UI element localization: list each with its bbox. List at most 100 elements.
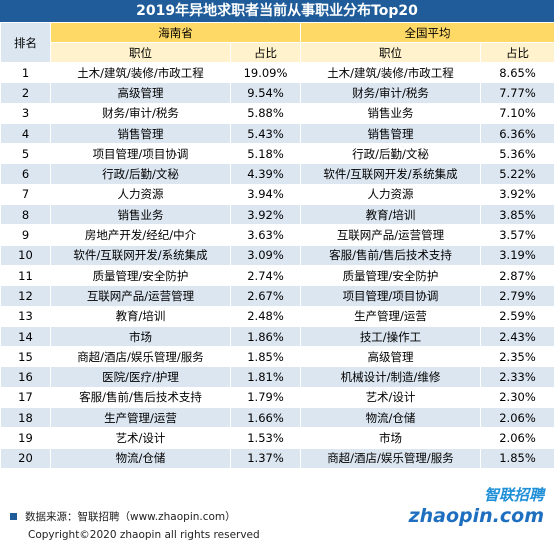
- rank: 17: [0, 386, 51, 409]
- job: 人力资源: [50, 183, 231, 206]
- column-header: 职位: [300, 42, 481, 63]
- row: 2 高级管理 9.54% 财务/审计/税务 7.77%: [0, 82, 554, 104]
- job: 艺术/设计: [300, 386, 481, 409]
- share: 1.85%: [230, 346, 301, 368]
- row: 8 销售业务 3.92% 教育/培训 3.85%: [0, 204, 554, 226]
- rank: 18: [0, 407, 51, 429]
- share: 5.88%: [230, 102, 301, 124]
- job: 市场: [300, 427, 481, 449]
- row: 3 财务/审计/税务 5.88% 销售业务 7.10%: [0, 102, 554, 124]
- job: 互联网产品/运营管理: [50, 285, 231, 307]
- job: 生产管理/运营: [300, 305, 481, 327]
- job: 客服/售前/售后技术支持: [300, 244, 481, 266]
- job: 商超/酒店/娱乐管理/服务: [300, 447, 481, 469]
- column-header: 职位: [50, 42, 231, 63]
- share: 7.77%: [480, 82, 554, 104]
- share: 2.06%: [480, 427, 554, 449]
- job: 高级管理: [300, 346, 481, 368]
- row: 9 房地产开发/经纪/中介 3.63% 互联网产品/运营管理 3.57%: [0, 224, 554, 246]
- row: 13 教育/培训 2.48% 生产管理/运营 2.59%: [0, 305, 554, 327]
- rank: 8: [0, 204, 51, 226]
- share: 1.79%: [230, 386, 301, 409]
- row: 15 商超/酒店/娱乐管理/服务 1.85% 高级管理 2.35%: [0, 346, 554, 368]
- share: 6.36%: [480, 122, 554, 145]
- job: 教育/培训: [300, 204, 481, 226]
- share: 3.57%: [480, 224, 554, 246]
- job: 项目管理/项目协调: [300, 285, 481, 307]
- job: 人力资源: [300, 183, 481, 206]
- row: 19 艺术/设计 1.53% 市场 2.06%: [0, 427, 554, 449]
- share: 8.65%: [480, 61, 554, 84]
- share: 5.36%: [480, 143, 554, 165]
- row: 10 软件/互联网开发/系统集成 3.09% 客服/售前/售后技术支持 3.19%: [0, 244, 554, 266]
- job: 市场: [50, 325, 231, 348]
- share: 9.54%: [230, 82, 301, 104]
- rank: 20: [0, 447, 51, 469]
- rank: 14: [0, 325, 51, 348]
- job: 教育/培训: [50, 305, 231, 327]
- share: 1.37%: [230, 447, 301, 469]
- row: 20 物流/仓储 1.37% 商超/酒店/娱乐管理/服务 1.85%: [0, 447, 554, 469]
- share: 2.59%: [480, 305, 554, 327]
- rank: 4: [0, 122, 51, 145]
- rank: 13: [0, 305, 51, 327]
- column-header: 占比: [480, 42, 554, 63]
- job: 销售业务: [300, 102, 481, 124]
- job: 高级管理: [50, 82, 231, 104]
- job: 生产管理/运营: [50, 407, 231, 429]
- job: 项目管理/项目协调: [50, 143, 231, 165]
- job: 医院/医疗/护理: [50, 366, 231, 388]
- job: 财务/审计/税务: [50, 102, 231, 124]
- source: 数据来源：智联招聘（www.zhaopin.com）: [10, 509, 236, 524]
- rank: 2: [0, 82, 51, 104]
- share: 3.85%: [480, 204, 554, 226]
- job: 销售业务: [50, 204, 231, 226]
- share: 1.85%: [480, 447, 554, 469]
- rank: 6: [0, 163, 51, 185]
- job: 销售管理: [300, 122, 481, 145]
- row: 6 行政/后勤/文秘 4.39% 软件/互联网开发/系统集成 5.22%: [0, 163, 554, 185]
- share: 5.43%: [230, 122, 301, 145]
- share: 2.48%: [230, 305, 301, 327]
- share: 2.43%: [480, 325, 554, 348]
- share: 3.63%: [230, 224, 301, 246]
- group-header: 全国平均: [300, 22, 554, 43]
- rank-header: 排名: [0, 22, 51, 63]
- copyright: Copyright©2020 zhaopin all rights reserv…: [28, 529, 260, 541]
- share: 1.86%: [230, 325, 301, 348]
- share: 4.39%: [230, 163, 301, 185]
- row: 1 土木/建筑/装修/市政工程 19.09% 土木/建筑/装修/市政工程 8.65%: [0, 61, 554, 84]
- logo: 智联招聘 zhaopin.com: [409, 484, 544, 527]
- rank: 19: [0, 427, 51, 449]
- job: 物流/仓储: [300, 407, 481, 429]
- job: 软件/互联网开发/系统集成: [300, 163, 481, 185]
- job: 技工/操作工: [300, 325, 481, 348]
- job: 财务/审计/税务: [300, 82, 481, 104]
- job: 软件/互联网开发/系统集成: [50, 244, 231, 266]
- rank: 12: [0, 285, 51, 307]
- job: 房地产开发/经纪/中介: [50, 224, 231, 246]
- job: 行政/后勤/文秘: [300, 143, 481, 165]
- job: 物流/仓储: [50, 447, 231, 469]
- share: 3.19%: [480, 244, 554, 266]
- share: 5.22%: [480, 163, 554, 185]
- rank: 10: [0, 244, 51, 266]
- row: 17 客服/售前/售后技术支持 1.79% 艺术/设计 2.30%: [0, 386, 554, 409]
- title: 2019年异地求职者当前从事职业分布Top20: [0, 0, 554, 22]
- job: 机械设计/制造/维修: [300, 366, 481, 388]
- share: 2.87%: [480, 264, 554, 287]
- share: 2.30%: [480, 386, 554, 409]
- job: 商超/酒店/娱乐管理/服务: [50, 346, 231, 368]
- job: 行政/后勤/文秘: [50, 163, 231, 185]
- column-header: 占比: [230, 42, 301, 63]
- rank: 7: [0, 183, 51, 206]
- share: 3.09%: [230, 244, 301, 266]
- job: 质量管理/安全防护: [300, 264, 481, 287]
- job: 艺术/设计: [50, 427, 231, 449]
- row: 14 市场 1.86% 技工/操作工 2.43%: [0, 325, 554, 348]
- share: 3.94%: [230, 183, 301, 206]
- rank: 5: [0, 143, 51, 165]
- share: 3.92%: [480, 183, 554, 206]
- share: 1.66%: [230, 407, 301, 429]
